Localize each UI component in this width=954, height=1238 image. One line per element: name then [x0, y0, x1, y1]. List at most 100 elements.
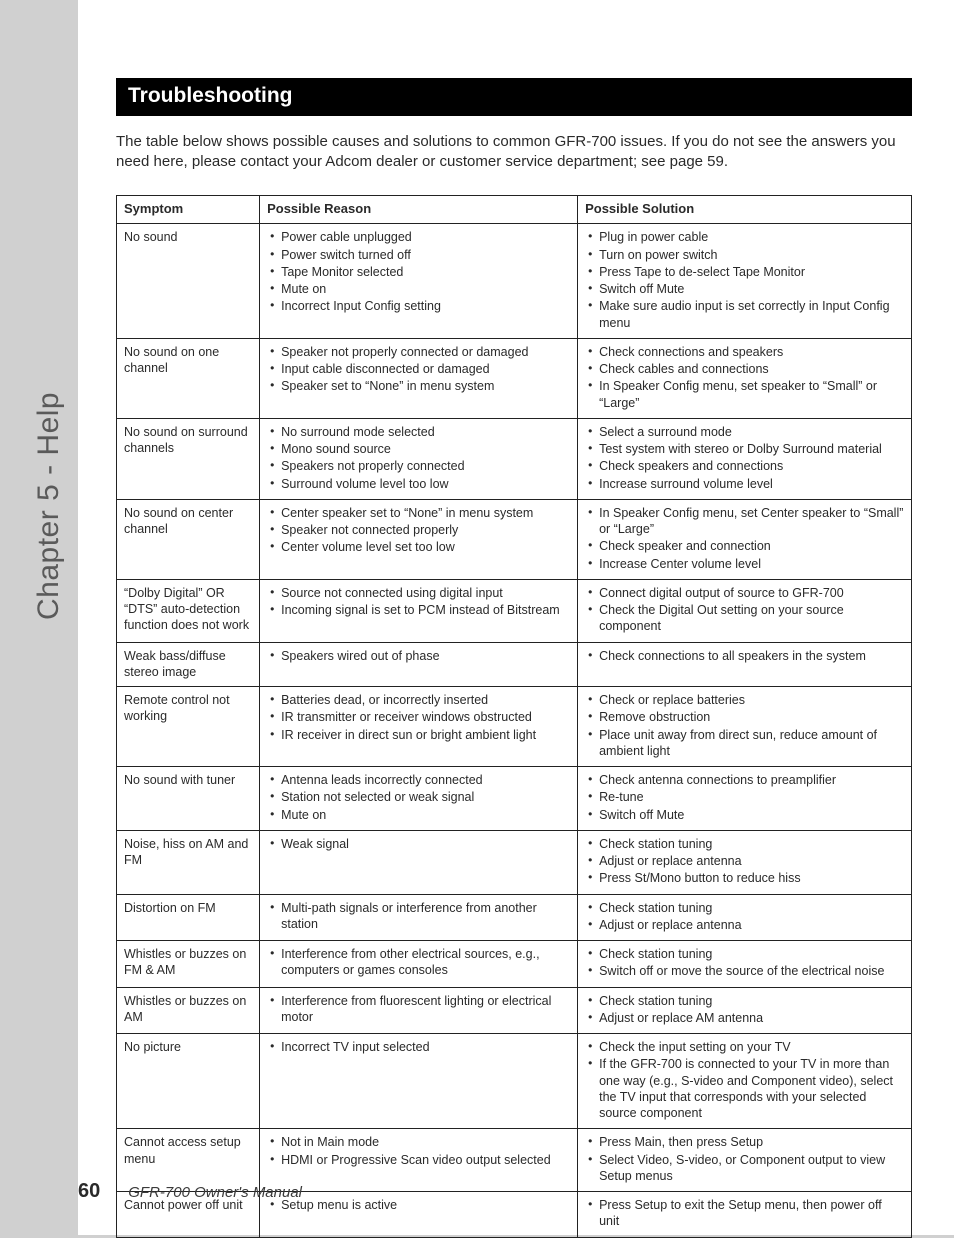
- table-row: No sound with tunerAntenna leads incorre…: [117, 767, 912, 831]
- solution-item: Adjust or replace antenna: [585, 917, 904, 933]
- reason-item: HDMI or Progressive Scan video output se…: [267, 1152, 570, 1168]
- solution-cell: Check connections and speakersCheck cabl…: [578, 338, 912, 418]
- reason-cell: Antenna leads incorrectly connectedStati…: [260, 767, 578, 831]
- reason-cell: No surround mode selectedMono sound sour…: [260, 418, 578, 499]
- symptom-cell: No sound on one channel: [117, 338, 260, 418]
- reason-item: Power cable unplugged: [267, 229, 570, 245]
- manual-title: GFR-700 Owner's Manual: [128, 1184, 302, 1201]
- reason-item: No surround mode selected: [267, 424, 570, 440]
- table-row: No sound on one channelSpeaker not prope…: [117, 338, 912, 418]
- symptom-cell: No sound on surround channels: [117, 418, 260, 499]
- solution-item: Check station tuning: [585, 900, 904, 916]
- symptom-cell: No picture: [117, 1034, 260, 1129]
- solution-cell: Check connections to all speakers in the…: [578, 642, 912, 687]
- reason-item: Batteries dead, or incorrectly inserted: [267, 692, 570, 708]
- solution-cell: Check station tuningAdjust or replace AM…: [578, 987, 912, 1034]
- solution-item: Check connections and speakers: [585, 344, 904, 360]
- reason-cell: Interference from fluorescent lighting o…: [260, 987, 578, 1034]
- solution-cell: Check the input setting on your TVIf the…: [578, 1034, 912, 1129]
- solution-item: Check speaker and connection: [585, 538, 904, 554]
- symptom-cell: No sound with tuner: [117, 767, 260, 831]
- solution-item: Adjust or replace AM antenna: [585, 1010, 904, 1026]
- table-row: No sound Power cable unplugged Power switc…: [117, 224, 912, 339]
- solution-item: Switch off Mute: [585, 807, 904, 823]
- reason-item: Incorrect TV input selected: [267, 1039, 570, 1055]
- solution-item: Check station tuning: [585, 946, 904, 962]
- troubleshooting-table: Symptom Possible Reason Possible Solutio…: [116, 195, 912, 1238]
- chapter-title-vertical: Chapter 5 - Help: [32, 392, 66, 620]
- table-row: Whistles or buzzes on FM & AMInterferenc…: [117, 941, 912, 988]
- reason-item: Incoming signal is set to PCM instead of…: [267, 602, 570, 618]
- table-row: No sound on surround channelsNo surround…: [117, 418, 912, 499]
- solution-item: Make sure audio input is set correctly i…: [585, 298, 904, 331]
- solution-item: Press Main, then press Setup: [585, 1134, 904, 1150]
- solution-cell: Plug in power cableTurn on power switchP…: [578, 224, 912, 339]
- solution-item: Connect digital output of source to GFR-…: [585, 585, 904, 601]
- reason-item: Mute on: [267, 807, 570, 823]
- table-row: Weak bass/diffuse stereo image Speakers w…: [117, 642, 912, 687]
- solution-item: Check station tuning: [585, 993, 904, 1009]
- solution-item: Adjust or replace antenna: [585, 853, 904, 869]
- table-row: No picture Incorrect TV input selected Che…: [117, 1034, 912, 1129]
- table-row: Remote control not workingBatteries dead…: [117, 687, 912, 767]
- solution-item: Check connections to all speakers in the…: [585, 648, 904, 664]
- page-body: Troubleshooting The table below shows po…: [78, 0, 954, 1235]
- reason-item: Source not connected using digital input: [267, 585, 570, 601]
- reason-cell: Power cable unplugged Power switch turned…: [260, 224, 578, 339]
- solution-item: Press Tape to de-select Tape Monitor: [585, 264, 904, 280]
- solution-cell: Check station tuningAdjust or replace an…: [578, 894, 912, 941]
- intro-paragraph: The table below shows possible causes an…: [116, 132, 912, 173]
- page-number: 60: [78, 1180, 100, 1203]
- table-header-row: Symptom Possible Reason Possible Solutio…: [117, 195, 912, 224]
- solution-item: Remove obstruction: [585, 709, 904, 725]
- solution-cell: Check antenna connections to preamplifie…: [578, 767, 912, 831]
- solution-cell: Press Main, then press Setup Select Video…: [578, 1129, 912, 1192]
- solution-cell: Press Setup to exit the Setup menu, then…: [578, 1192, 912, 1238]
- solution-item: Select Video, S-video, or Component outp…: [585, 1152, 904, 1185]
- solution-item: Check the input setting on your TV: [585, 1039, 904, 1055]
- reason-cell: Not in Main modeHDMI or Progressive Scan…: [260, 1129, 578, 1192]
- reason-item: Mono sound source: [267, 441, 570, 457]
- solution-item: Check antenna connections to preamplifie…: [585, 772, 904, 788]
- symptom-cell: Whistles or buzzes on AM: [117, 987, 260, 1034]
- reason-item: Antenna leads incorrectly connected: [267, 772, 570, 788]
- reason-item: Setup menu is active: [267, 1197, 570, 1213]
- reason-item: Incorrect Input Config setting: [267, 298, 570, 314]
- col-reason: Possible Reason: [260, 195, 578, 224]
- reason-item: Power switch turned off: [267, 247, 570, 263]
- solution-item: Check or replace batteries: [585, 692, 904, 708]
- reason-cell: Incorrect TV input selected: [260, 1034, 578, 1129]
- reason-cell: Batteries dead, or incorrectly insertedI…: [260, 687, 578, 767]
- reason-cell: Speaker not properly connected or damage…: [260, 338, 578, 418]
- symptom-cell: No sound: [117, 224, 260, 339]
- table-row: Noise, hiss on AM and FMWeak signalCheck…: [117, 830, 912, 894]
- solution-item: Check cables and connections: [585, 361, 904, 377]
- symptom-cell: No sound on center channel: [117, 499, 260, 579]
- solution-cell: Check station tuningAdjust or replace an…: [578, 830, 912, 894]
- solution-item: Switch off Mute: [585, 281, 904, 297]
- solution-item: In Speaker Config menu, set Center speak…: [585, 505, 904, 538]
- solution-item: Press St/Mono button to reduce hiss: [585, 870, 904, 886]
- solution-item: Check the Digital Out setting on your so…: [585, 602, 904, 635]
- solution-item: Select a surround mode: [585, 424, 904, 440]
- reason-item: Interference from other electrical sourc…: [267, 946, 570, 979]
- reason-item: Surround volume level too low: [267, 476, 570, 492]
- col-solution: Possible Solution: [578, 195, 912, 224]
- reason-item: Center volume level set too low: [267, 539, 570, 555]
- reason-cell: Center speaker set to “None” in menu sys…: [260, 499, 578, 579]
- table-row: Distortion on FMMulti-path signals or in…: [117, 894, 912, 941]
- reason-item: Center speaker set to “None” in menu sys…: [267, 505, 570, 521]
- reason-cell: Multi-path signals or interference from …: [260, 894, 578, 941]
- solution-item: Increase surround volume level: [585, 476, 904, 492]
- solution-cell: Check or replace batteriesRemove obstruc…: [578, 687, 912, 767]
- col-symptom: Symptom: [117, 195, 260, 224]
- table-row: “Dolby Digital” OR “DTS” auto-detection …: [117, 579, 912, 642]
- reason-item: Speaker set to “None” in menu system: [267, 378, 570, 394]
- solution-item: Place unit away from direct sun, reduce …: [585, 727, 904, 760]
- solution-item: In Speaker Config menu, set speaker to “…: [585, 378, 904, 411]
- solution-item: If the GFR-700 is connected to your TV i…: [585, 1056, 904, 1121]
- reason-item: Tape Monitor selected: [267, 264, 570, 280]
- reason-item: Speakers wired out of phase: [267, 648, 570, 664]
- symptom-cell: Weak bass/diffuse stereo image: [117, 642, 260, 687]
- reason-item: Station not selected or weak signal: [267, 789, 570, 805]
